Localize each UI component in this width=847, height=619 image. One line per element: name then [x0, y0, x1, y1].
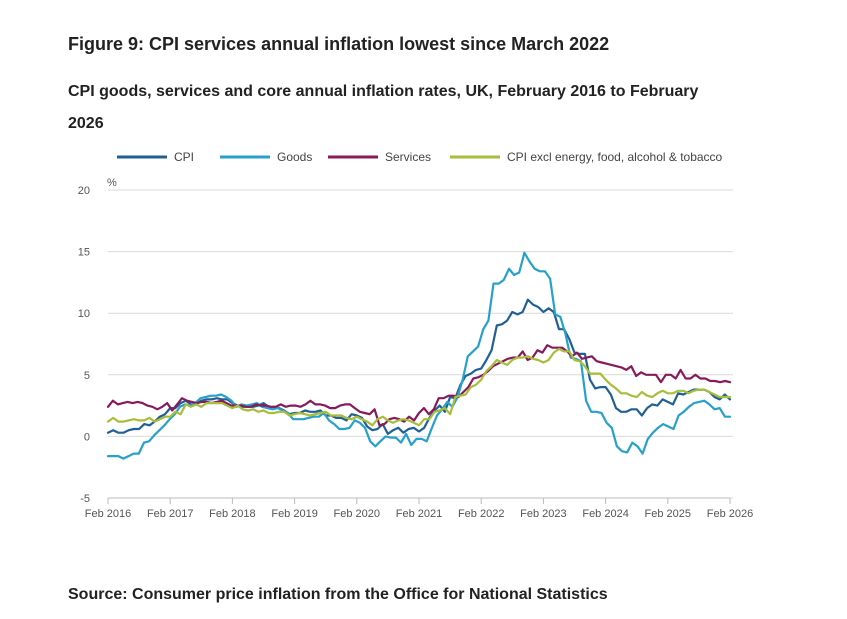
x-tick-label: Feb 2025	[645, 508, 691, 520]
chart-gridlines	[108, 189, 733, 499]
x-tick-label: Feb 2018	[209, 508, 255, 520]
x-tick-label: Feb 2017	[147, 508, 193, 520]
series-line-services	[106, 344, 732, 427]
y-tick-label: 10	[78, 308, 90, 320]
series-line-cpi	[106, 298, 732, 435]
x-tick-label: Feb 2023	[520, 508, 566, 520]
series-line-goods	[106, 251, 732, 460]
line-chart: CPI Goods Services CPI excl energy, food, a…	[78, 150, 753, 520]
y-tick-label: 20	[78, 185, 90, 197]
series-line-core	[106, 347, 732, 427]
y-tick-label: 15	[78, 247, 90, 259]
x-tick-label: Feb 2020	[334, 508, 380, 520]
legend-label-cpi: CPI	[174, 150, 194, 164]
legend-label-core: CPI excl energy, food, alcohol & tobacco	[507, 150, 723, 164]
y-tick-label: 0	[84, 431, 90, 443]
y-tick-label: -5	[80, 493, 90, 505]
legend-label-services: Services	[385, 150, 431, 164]
legend-label-goods: Goods	[277, 150, 312, 164]
source-note: Source: Consumer price inflation from th…	[68, 586, 608, 603]
y-tick-label: 5	[84, 370, 90, 382]
x-tick-label: Feb 2024	[582, 508, 628, 520]
chart-subtitle: CPI goods, services and core annual infl…	[68, 83, 699, 132]
y-axis-label: %	[107, 177, 117, 189]
x-tick-label: Feb 2016	[85, 508, 131, 520]
chart-series	[106, 251, 732, 460]
chart-legend: CPI Goods Services CPI excl energy, food, a…	[117, 150, 723, 164]
chart-axes: % -5 0 5 10 15 20 Feb 2016 Feb 2017 Feb 2018 Feb …	[78, 177, 753, 520]
figure-title: Figure 9: CPI services annual inflation …	[68, 34, 610, 54]
x-tick-label: Feb 2019	[271, 508, 317, 520]
x-tick-label: Feb 2026	[707, 508, 753, 520]
x-tick-label: Feb 2021	[396, 508, 442, 520]
x-tick-label: Feb 2022	[458, 508, 504, 520]
